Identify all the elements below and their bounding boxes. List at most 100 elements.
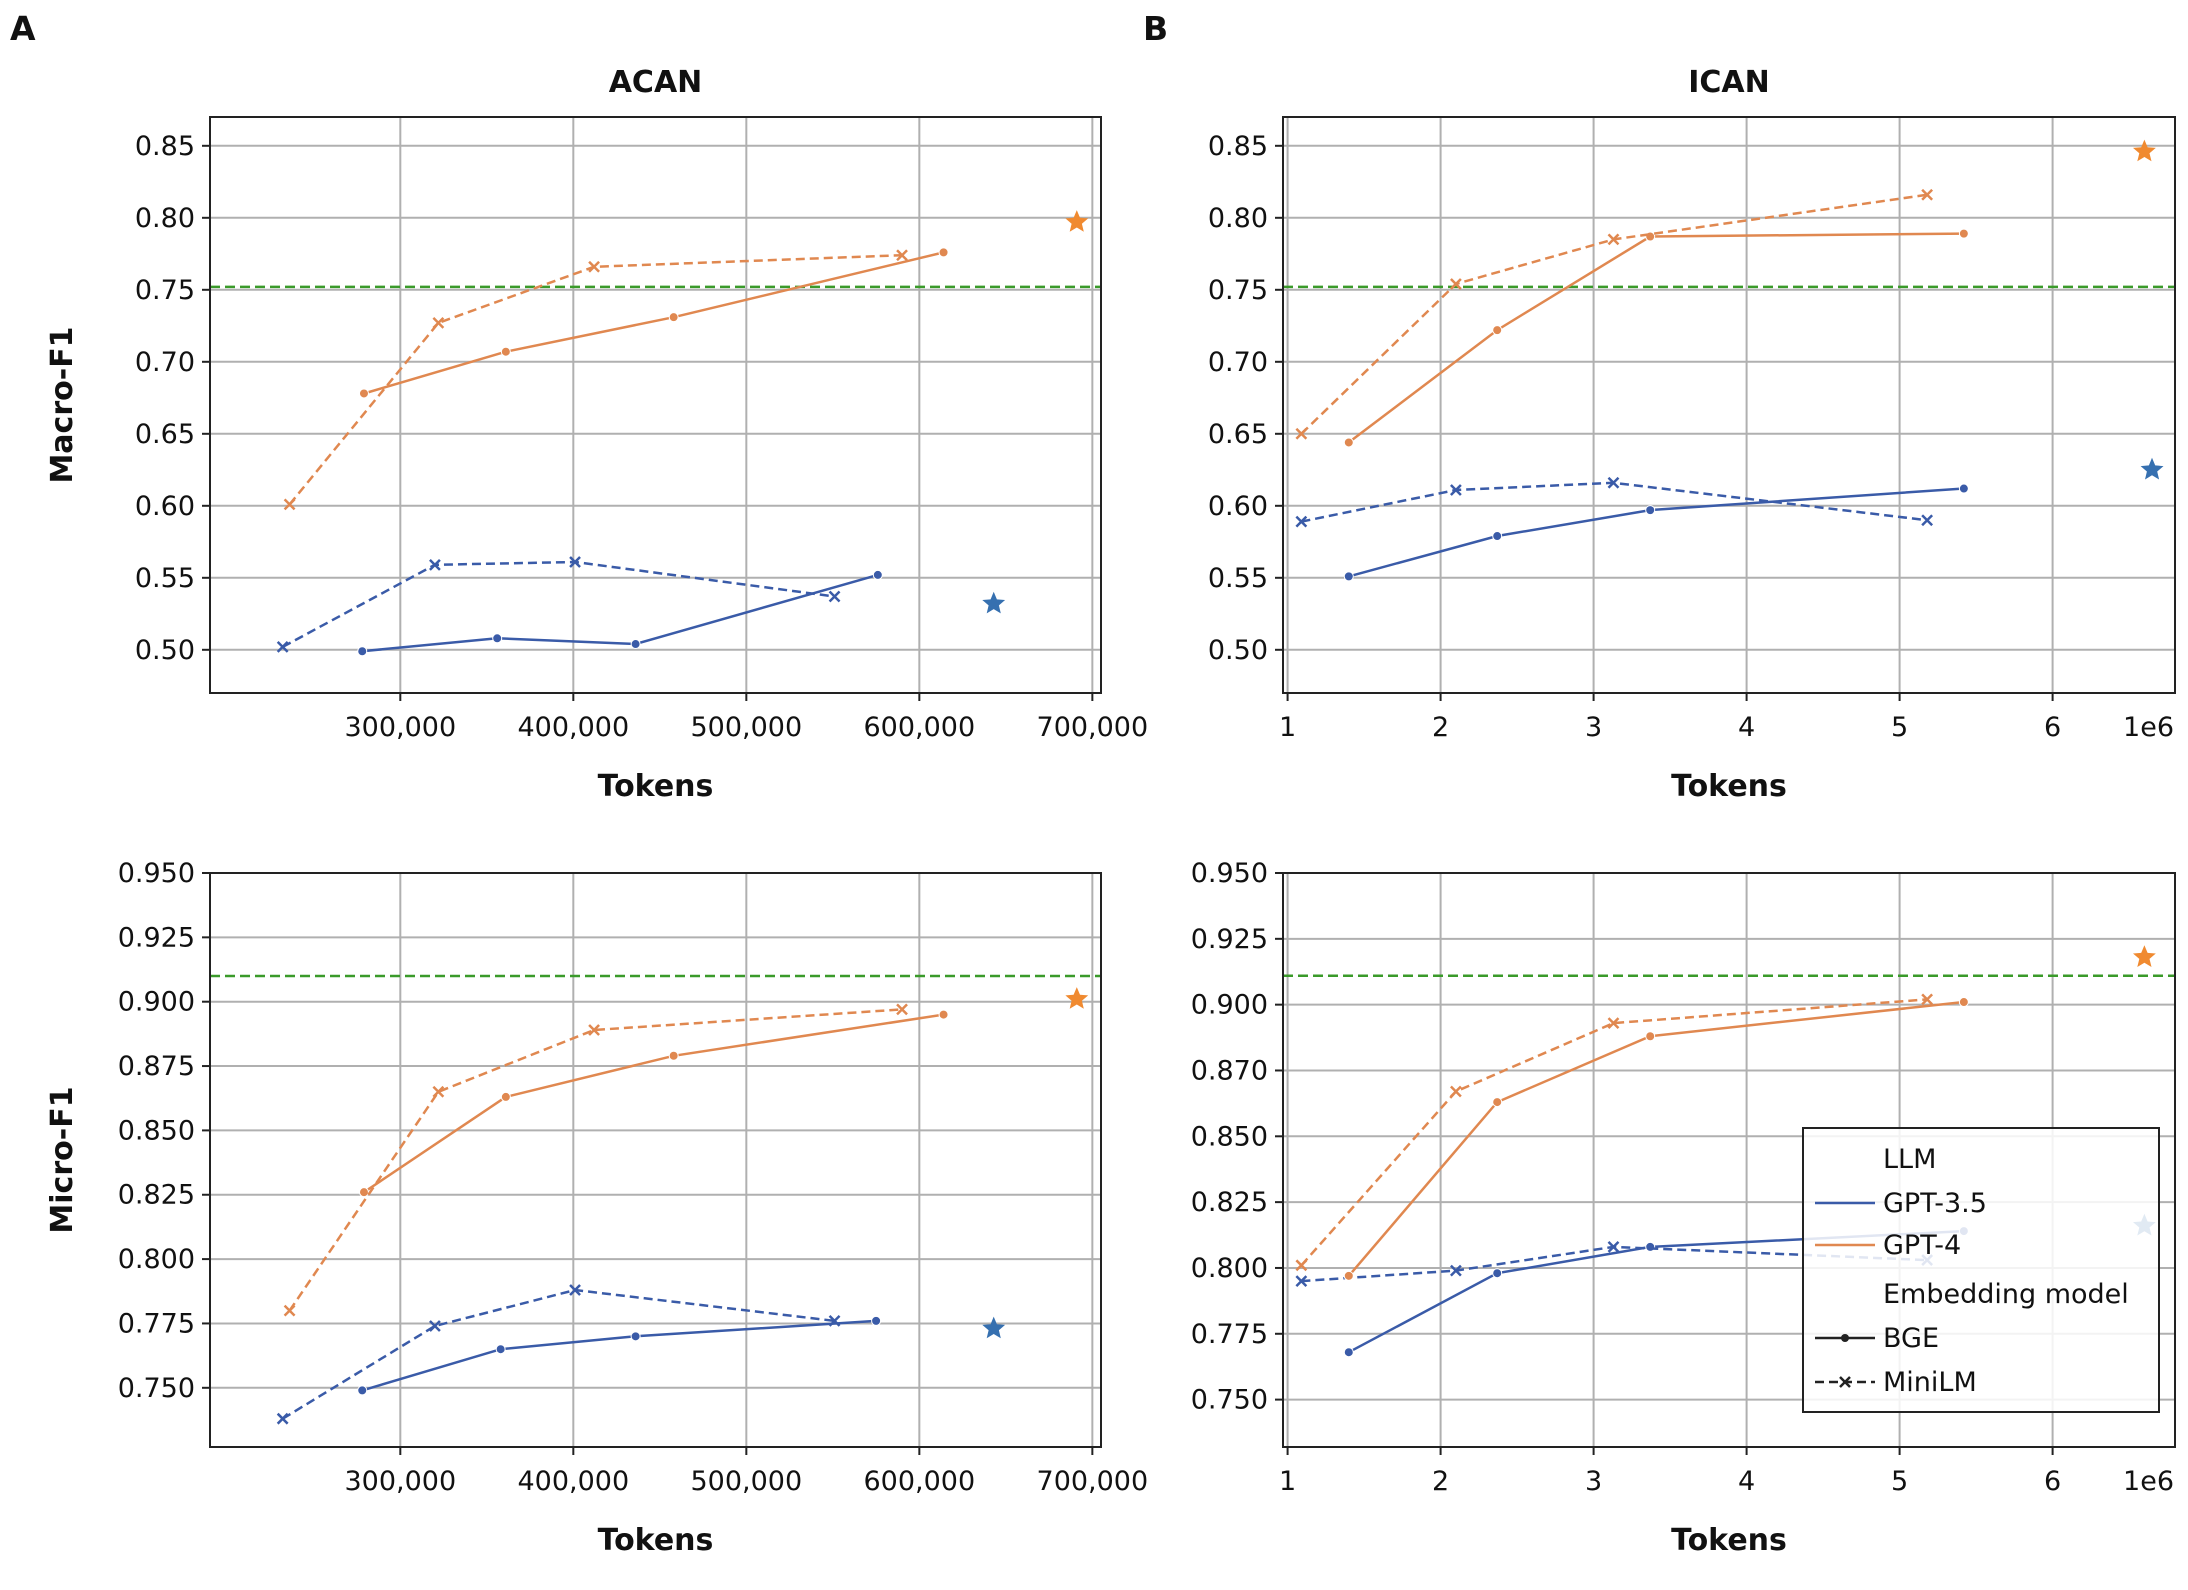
chart-title: ICAN [1688,65,1770,100]
data-point [357,1385,368,1396]
data-point [429,1320,441,1332]
x-tick-label: 5 [1891,1466,1908,1497]
x-tick-label: 700,000 [1037,1466,1149,1497]
y-tick-label: 0.85 [1208,131,1268,162]
data-point [1921,514,1934,527]
y-tick-label: 0.900 [118,987,195,1018]
x-axis-label: Tokens [598,769,714,804]
data-point [1450,1264,1462,1277]
data-point [828,1314,841,1327]
legend: LLM GPT-3.5 GPT-4 Embedding model BGE Mi… [1802,1127,2160,1413]
data-point [1492,531,1503,542]
y-tick-label: 0.60 [135,491,195,522]
y-tick-label: 0.85 [135,131,195,162]
x-tick-label: 300,000 [344,712,456,743]
x-tick-label: 5 [1891,712,1908,743]
data-point [276,1412,289,1425]
data-point [500,1091,511,1102]
plot-frame [1282,872,2176,1448]
data-point [1492,1097,1503,1108]
data-point [1645,1031,1656,1042]
legend-gpt35-label: GPT-3.5 [1883,1188,1987,1219]
series-line [288,1008,903,1312]
data-point [1343,571,1354,582]
x-tick-label: 4 [1738,712,1755,743]
chart-panel-3: 300,000 400,000 500,000 600,000 700,000 0.750… [45,858,1148,1558]
series-line [1347,1000,1965,1277]
y-tick-label: 0.875 [118,1051,195,1082]
data-point [1645,505,1656,516]
y-axis-label: Micro-F1 [45,1086,80,1233]
data-point [1492,325,1503,336]
data-point [896,249,908,262]
data-point [1607,1241,1620,1253]
y-tick-label: 0.825 [118,1180,195,1211]
data-point [432,317,445,329]
legend-bge-marker [1841,1334,1849,1342]
data-point [1295,1259,1308,1272]
series-line [1348,487,1964,578]
series-line [362,573,879,653]
data-point [500,346,511,357]
data-point [1921,188,1934,201]
y-tick-label: 0.870 [1191,1055,1268,1086]
data-point [1607,476,1620,489]
y-tick-label: 0.80 [135,203,195,234]
data-point [569,1284,581,1296]
y-tick-label: 0.750 [118,1373,195,1404]
data-point [1607,233,1620,246]
x-tick-label: 600,000 [864,712,976,743]
plot-frame [209,872,1102,1448]
data-point [1958,228,1969,239]
x-tick-label: 3 [1585,712,1602,743]
y-tick-label: 0.50 [1208,635,1268,666]
y-tick-label: 0.750 [1191,1385,1268,1416]
data-point [492,633,503,644]
data-point [938,247,949,258]
data-point [872,569,883,580]
chart-panel-4: 1 2 3 4 5 6 0.750 0.775 0.800 0.825 0.850 0.870 0.90… [1191,858,2176,1558]
y-tick-label: 0.800 [118,1244,195,1275]
legend-gpt4-label: GPT-4 [1883,1230,1961,1261]
y-tick-label: 0.60 [1208,491,1268,522]
data-point [1450,278,1462,290]
plot-frame [1282,116,2176,694]
x-axis-label: Tokens [1671,769,1787,804]
series-line [363,251,944,395]
y-tick-label: 0.950 [118,858,195,889]
data-point [358,388,369,399]
y-tick-label: 0.50 [135,635,195,666]
data-point [938,1009,949,1020]
x-axis-offset-label: 1e6 [2123,712,2174,743]
data-point [896,1003,908,1016]
y-tick-label: 0.850 [118,1115,195,1146]
x-tick-label: 6 [2044,712,2061,743]
y-tick-label: 0.825 [1191,1187,1268,1218]
data-point [569,556,581,568]
series-line [1301,481,1928,523]
series-line [288,253,903,506]
data-point [588,1024,600,1036]
y-axis-label: Macro-F1 [45,326,80,483]
x-tick-label: 4 [1738,1466,1755,1497]
reference-star [1065,987,1089,1009]
data-point [1295,1275,1308,1288]
data-point [871,1315,882,1326]
chart-title: ACAN [609,65,703,100]
y-tick-label: 0.925 [1191,924,1268,955]
data-point [1450,484,1462,496]
data-point [668,1050,679,1061]
y-tick-label: 0.775 [1191,1319,1268,1350]
data-point [429,558,441,571]
data-point [1295,427,1308,440]
x-axis-label: Tokens [1671,1523,1787,1558]
series-line [282,1288,835,1420]
x-tick-label: 700,000 [1037,712,1149,743]
panel-letter-b: B [1143,9,1168,48]
data-point [668,312,679,323]
legend-minilm-label: MiniLM [1883,1367,1977,1398]
chart-panel-2: 1 2 3 4 5 6 0.50 0.55 0.60 0.65 0.70 0.75 0.80 0.85 IC… [1208,65,2176,804]
data-point [1958,483,1969,494]
x-tick-label: 2 [1432,1466,1449,1497]
data-point [358,1187,369,1198]
